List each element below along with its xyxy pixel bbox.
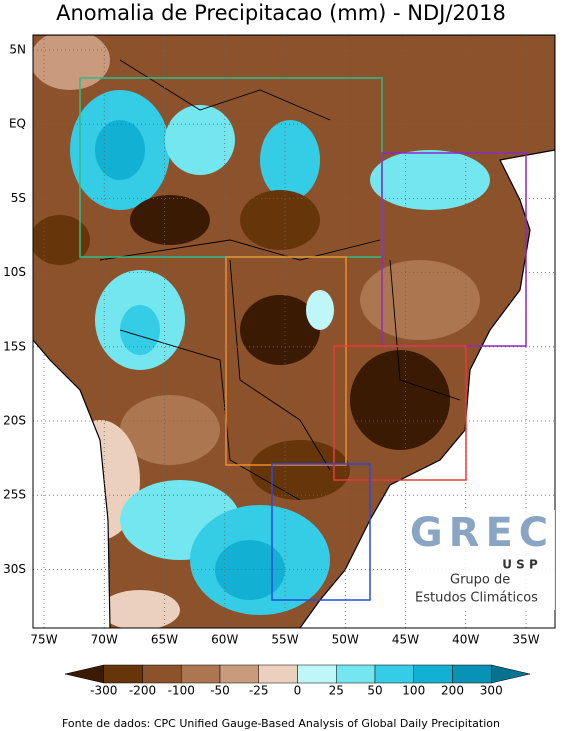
colorbar-label: -100 xyxy=(168,684,195,698)
colorbar-swatch xyxy=(413,664,453,684)
colorbar-swatch xyxy=(103,664,143,684)
lat-label: 25S xyxy=(3,488,26,502)
logo-mark: GREC xyxy=(410,510,554,556)
logo-line: Grupo de xyxy=(450,573,510,588)
colorbar-swatch xyxy=(297,664,337,684)
colorbar-label: -50 xyxy=(210,684,230,698)
lat-label: 5N xyxy=(9,43,26,57)
colorbar-swatch xyxy=(452,664,492,684)
colorbar-swatch xyxy=(64,664,104,684)
colorbar-swatch xyxy=(336,664,376,684)
footer: Fonte de dados: CPC Unified Gauge-Based … xyxy=(62,717,500,730)
colorbar-label: 25 xyxy=(329,684,344,698)
colorbar-label: 300 xyxy=(480,684,503,698)
lon-label: 70W xyxy=(91,633,118,647)
colorbar-label: 200 xyxy=(441,684,464,698)
colorbar-label: 50 xyxy=(367,684,382,698)
colorbar-label: 0 xyxy=(294,684,302,698)
lon-label: 35W xyxy=(512,633,539,647)
logo-line: Estudos Climáticos xyxy=(415,591,538,606)
lat-label: EQ xyxy=(9,117,26,131)
lon-label: 55W xyxy=(271,633,298,647)
colorbar-swatch xyxy=(258,664,298,684)
region-box xyxy=(225,256,347,466)
lat-label: 20S xyxy=(3,414,26,428)
lon-label: 50W xyxy=(332,633,359,647)
logo-institution: U S P xyxy=(502,558,538,572)
colorbar-label: 100 xyxy=(402,684,425,698)
map xyxy=(33,35,555,628)
colorbar-swatch xyxy=(374,664,414,684)
lat-label: 30S xyxy=(3,562,26,576)
lat-label: 5S xyxy=(11,191,26,205)
lat-label: 10S xyxy=(3,265,26,279)
lon-label: 40W xyxy=(452,633,479,647)
logo: GREC U S P Grupo de Estudos Climáticos xyxy=(410,510,555,610)
colorbar-label: -25 xyxy=(249,684,269,698)
map-frame xyxy=(32,34,556,629)
lat-label: 15S xyxy=(3,339,26,353)
lon-label: 65W xyxy=(151,633,178,647)
colorbar-swatch xyxy=(181,664,221,684)
colorbar-swatch xyxy=(491,664,531,684)
lon-label: 45W xyxy=(392,633,419,647)
region-box xyxy=(271,463,371,601)
colorbar-swatch xyxy=(219,664,259,684)
colorbar: -300 -200 -100 -50 -25 0 25 50 100 200 300 xyxy=(64,664,531,698)
title: Anomalia de Precipitacao (mm) - NDJ/2018 xyxy=(56,1,506,25)
region-boxes xyxy=(79,77,527,601)
colorbar-label: -300 xyxy=(90,684,117,698)
lon-label: 75W xyxy=(30,633,57,647)
region-box xyxy=(333,345,467,481)
colorbar-label: -200 xyxy=(129,684,156,698)
lon-label: 60W xyxy=(211,633,238,647)
colorbar-swatch xyxy=(142,664,182,684)
